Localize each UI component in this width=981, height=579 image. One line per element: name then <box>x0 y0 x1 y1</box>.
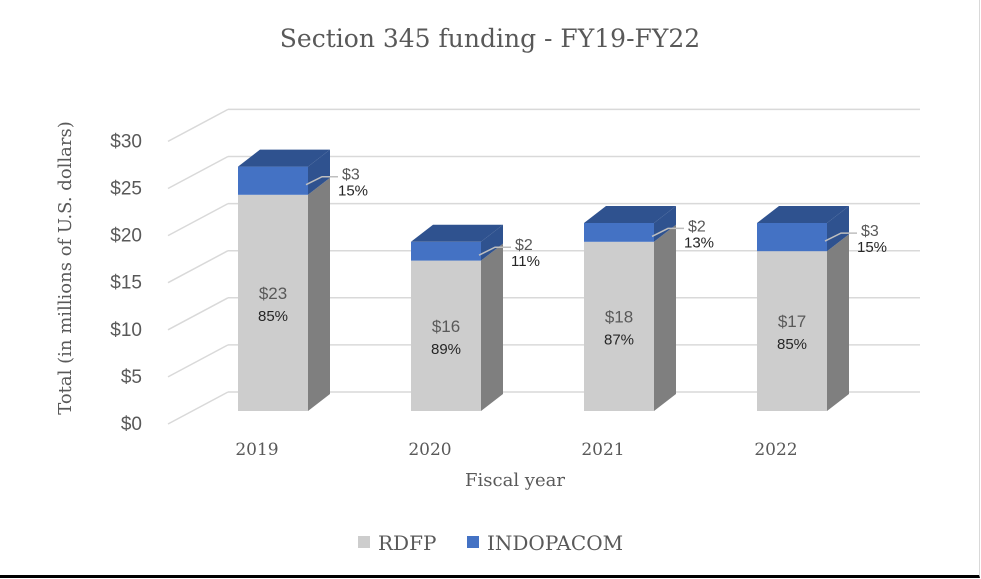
data-label-percent: 11% <box>511 253 540 270</box>
y-axis-title: Total (in millions of U.S. dollars) <box>55 121 76 415</box>
y-tick-label: $15 <box>110 273 142 294</box>
bar-front-face <box>238 194 308 411</box>
y-tick-label: $5 <box>121 367 142 388</box>
y-tick-label: $10 <box>110 320 142 341</box>
bar-segment-indopacom-2019 <box>238 149 330 195</box>
data-label-value: $2 <box>515 237 533 254</box>
bar-side-face <box>827 206 849 252</box>
gridline-floor <box>167 155 229 190</box>
x-tick-label: 2020 <box>408 440 451 460</box>
data-label-leader-line <box>824 232 857 242</box>
data-label-leader-line <box>305 175 338 186</box>
bar-top-face <box>757 206 849 223</box>
legend-item-rdfp: RDFP <box>358 531 436 555</box>
bar-segment-rdfp-2020 <box>411 243 503 411</box>
bar-front-face <box>757 251 827 411</box>
legend: RDFP INDOPACOM <box>358 531 623 555</box>
data-label-value: $23 <box>259 284 287 303</box>
data-label-value: $17 <box>778 312 806 331</box>
bar-top-face <box>411 224 503 242</box>
data-label-percent: 87% <box>604 331 634 348</box>
gridline-floor <box>167 391 229 425</box>
y-tick-label: $30 <box>110 131 142 152</box>
bar-top-face <box>584 206 676 223</box>
x-tick-label: 2022 <box>754 440 797 460</box>
x-tick-label: 2021 <box>581 440 624 460</box>
data-label-value: $2 <box>688 218 706 235</box>
bar-top-face <box>238 149 330 167</box>
data-label-value: $18 <box>605 307 633 326</box>
data-label-leader-line <box>478 246 511 256</box>
y-tick-label: $20 <box>110 226 142 247</box>
bar-side-face <box>308 149 330 195</box>
bar-side-face <box>308 177 330 411</box>
bar-front-face <box>584 223 654 242</box>
data-label-percent: 15% <box>338 183 368 200</box>
data-label-percent: 13% <box>684 234 714 251</box>
y-tick-label: $0 <box>121 414 142 435</box>
x-axis-title: Fiscal year <box>465 470 565 491</box>
data-label-percent: 85% <box>777 336 807 353</box>
x-axis-tick-labels: 2019 2020 2021 2022 <box>235 440 797 460</box>
legend-swatch <box>467 536 479 548</box>
legend-swatch <box>358 536 370 548</box>
legend-item-indopacom: INDOPACOM <box>467 531 623 555</box>
chart-title: Section 345 funding - FY19-FY22 <box>280 24 700 53</box>
y-tick-label: $25 <box>110 179 142 200</box>
gridline-floor <box>167 108 229 143</box>
bar-segment-indopacom-2022 <box>757 206 849 252</box>
bar-front-face <box>411 241 481 261</box>
legend-label: RDFP <box>378 531 436 555</box>
bar-side-face <box>481 243 503 411</box>
y-axis-tick-labels: $0 $5 $10 $15 $20 $25 $30 <box>110 131 142 435</box>
data-label-percent: 15% <box>857 239 887 256</box>
data-label-value: $3 <box>342 167 360 184</box>
gridline-floor <box>167 344 229 378</box>
bar-segment-rdfp-2022 <box>757 234 849 411</box>
gridlines <box>167 108 920 425</box>
data-label-percent: 85% <box>258 308 288 325</box>
gridline-floor <box>167 202 229 237</box>
bar-side-face <box>654 224 676 411</box>
legend-label: INDOPACOM <box>487 531 623 555</box>
bar-front-face <box>757 223 827 252</box>
bar-segment-indopacom-2020 <box>411 224 503 261</box>
data-label-leader-line <box>651 227 684 238</box>
bar-front-face <box>411 260 481 411</box>
bar-front-face <box>238 166 308 195</box>
bar-segment-rdfp-2021 <box>584 224 676 411</box>
data-labels: $2385%$315%$1689%$211%$1887%$213%$1785%$… <box>258 167 887 358</box>
data-label-value: $3 <box>861 223 879 240</box>
bars <box>238 149 849 411</box>
data-label-value: $16 <box>432 317 460 336</box>
gridline-floor <box>167 250 229 284</box>
data-label-percent: 89% <box>431 341 461 358</box>
bar-segment-rdfp-2019 <box>238 177 330 411</box>
x-tick-label: 2019 <box>235 440 278 460</box>
gridline-floor <box>167 297 229 331</box>
bar-front-face <box>584 241 654 411</box>
bar-side-face <box>827 234 849 411</box>
